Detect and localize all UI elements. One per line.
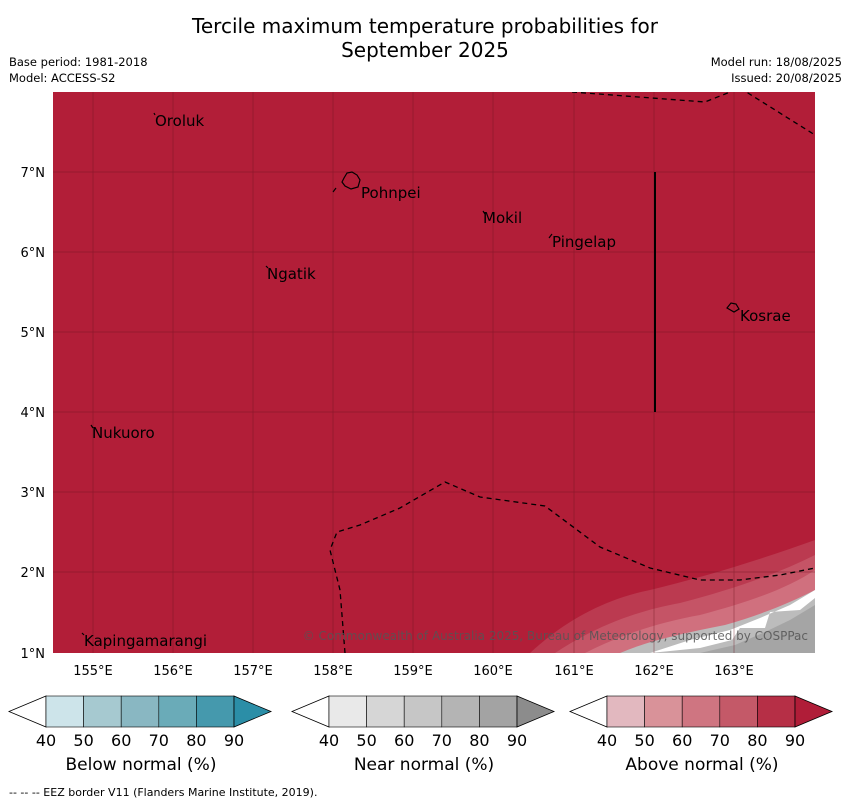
chart-title: Tercile maximum temperature probabilitie… — [0, 14, 850, 62]
colorbar-segment — [681, 695, 721, 728]
colorbar-tick-label: 50 — [634, 731, 654, 750]
colorbar-end-triangle — [794, 695, 834, 728]
colorbar-tick-label: 80 — [469, 731, 489, 750]
colorbar-tick-label: 60 — [672, 731, 692, 750]
colorbar-tick-label: 60 — [111, 731, 131, 750]
lon-label: 160°E — [473, 664, 513, 679]
lon-label: 159°E — [393, 664, 433, 679]
lat-label: 5°N — [21, 326, 46, 341]
colorbar-segment — [441, 695, 480, 728]
colorbar-tick-label: 90 — [785, 731, 805, 750]
colorbar-label-below: Below normal (%) — [65, 755, 217, 775]
place-label: Ngatik — [267, 265, 316, 283]
colorbar-segment — [83, 695, 122, 728]
model-run: Model run: 18/08/2025 — [710, 55, 842, 69]
colorbar-tick-label: 60 — [394, 731, 414, 750]
kosrae-outline — [726, 302, 740, 313]
map-field — [53, 92, 815, 653]
colorbar-segment — [606, 695, 645, 728]
lat-label: 1°N — [21, 647, 46, 662]
place-label: Mokil — [483, 209, 522, 227]
colorbar-end-triangle — [516, 695, 556, 728]
colorbar-segment — [644, 695, 683, 728]
lon-label: 156°E — [153, 664, 193, 679]
colorbar-segment — [719, 695, 758, 728]
lat-label: 2°N — [21, 566, 46, 581]
colorbar-tick-label: 50 — [73, 731, 93, 750]
colorbars: 40 50 60 70 80 90 40 50 60 70 80 90 40 50 60 70 80 90 — [7, 695, 834, 750]
base-period: Base period: 1981-2018 — [9, 55, 148, 69]
place-label: Kosrae — [740, 307, 791, 325]
colorbar-tick-label: 90 — [507, 731, 527, 750]
colorbar-segment — [479, 695, 518, 728]
colorbar-segment — [196, 695, 235, 728]
colorbar-tick-label: 70 — [149, 731, 169, 750]
colorbar-tick-label: 40 — [597, 731, 617, 750]
lon-label: 163°E — [714, 664, 754, 679]
place-label: Oroluk — [155, 112, 204, 130]
colorbar-segment — [403, 695, 443, 728]
colorbar-start-triangle — [568, 695, 608, 728]
colorbar-tick-label: 70 — [432, 731, 452, 750]
colorbar-start-triangle — [7, 695, 47, 728]
colorbar-label-above: Above normal (%) — [625, 755, 779, 775]
lon-label: 162°E — [634, 664, 674, 679]
lon-label: 155°E — [73, 664, 113, 679]
meta-right: Model run: 18/08/2025 Issued: 20/08/2025 — [711, 54, 842, 86]
colorbar-tick-label: 40 — [319, 731, 339, 750]
colorbar-tick-label: 50 — [356, 731, 376, 750]
lon-label: 157°E — [233, 664, 273, 679]
pohnpei-outline — [341, 171, 361, 190]
place-label: Kapingamarangi — [84, 632, 207, 650]
colorbar-end-triangle — [233, 695, 273, 728]
probability-gradient-patches — [530, 540, 815, 653]
map-gridlines — [53, 92, 815, 653]
colorbar-segment — [328, 695, 367, 728]
colorbar-segment — [120, 695, 160, 728]
lat-label: 6°N — [21, 246, 46, 261]
colorbar-tick-label: 80 — [747, 731, 767, 750]
title-line-2: September 2025 — [341, 38, 509, 62]
title-line-1: Tercile maximum temperature probabilitie… — [192, 14, 658, 38]
place-label: Pingelap — [552, 233, 616, 251]
colorbar-tick-label: 40 — [36, 731, 56, 750]
colorbar-segment — [757, 695, 796, 728]
place-label: Nukuoro — [92, 424, 155, 442]
colorbar-tick-label: 90 — [224, 731, 244, 750]
model-name: Model: ACCESS-S2 — [9, 71, 116, 85]
colorbar-start-triangle — [290, 695, 330, 728]
colorbar-label-near: Near normal (%) — [353, 755, 495, 775]
issued-date: Issued: 20/08/2025 — [731, 71, 842, 85]
lat-label: 7°N — [21, 166, 46, 181]
eez-borders — [329, 92, 815, 653]
copyright-text: © Commonwealth of Australia 2025, Bureau… — [303, 629, 808, 643]
colorbar-segment — [366, 695, 405, 728]
colorbar-tick-label: 70 — [710, 731, 730, 750]
lon-label: 161°E — [554, 664, 594, 679]
lat-label: 3°N — [21, 486, 46, 501]
footnote: -- -- -- EEZ border V11 (Flanders Marine… — [9, 786, 318, 799]
colorbar-segment — [45, 695, 84, 728]
lon-label: 158°E — [313, 664, 353, 679]
place-label: Pohnpei — [361, 184, 421, 202]
island-outlines — [81, 112, 740, 636]
colorbar-tick-label: 80 — [186, 731, 206, 750]
meta-left: Base period: 1981-2018 Model: ACCESS-S2 — [9, 54, 148, 86]
colorbar-segment — [158, 695, 197, 728]
lat-label: 4°N — [21, 406, 46, 421]
